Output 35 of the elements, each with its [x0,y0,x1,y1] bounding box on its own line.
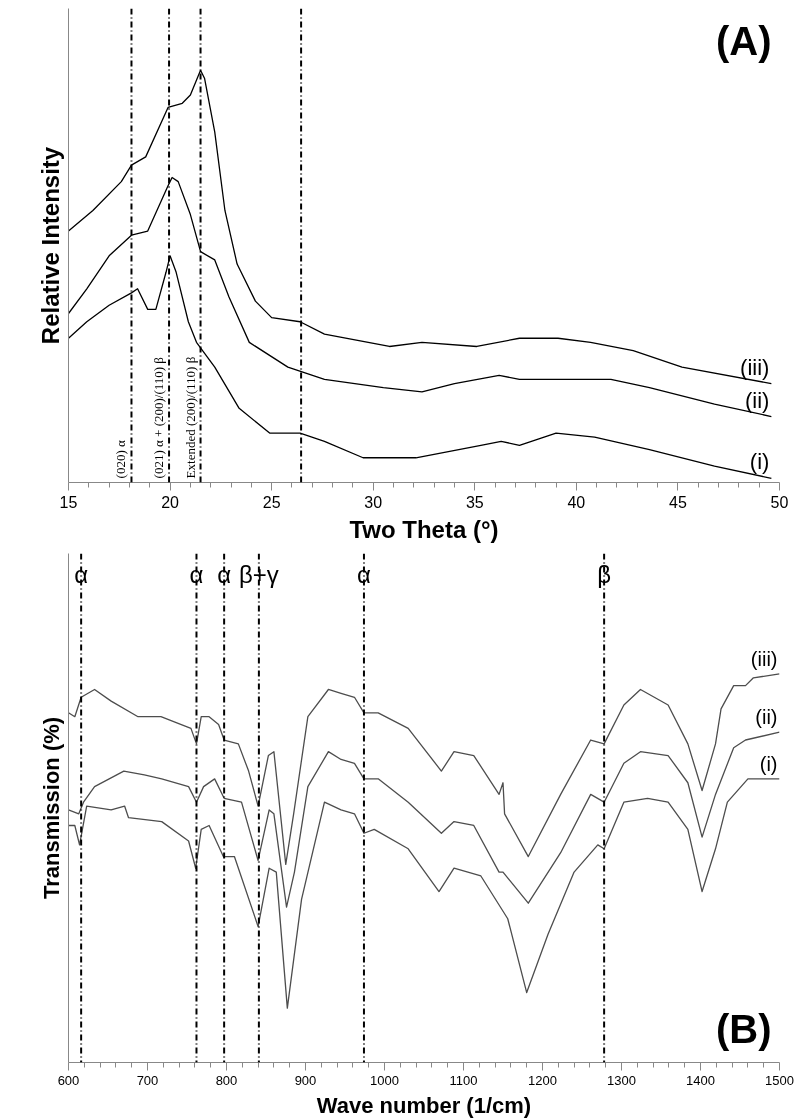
x-tick-label: 700 [136,1072,159,1088]
x-tick-label: 1400 [686,1072,715,1088]
x-axis-title: Wave number (1/cm) [316,1092,532,1118]
x-tick-label: 25 [262,493,281,511]
x-tick-label: 40 [567,493,586,511]
text: (A) [715,18,772,63]
annotation: (B) [715,1006,772,1051]
x-tick-label: 50 [770,493,789,511]
x-tick-label: 1200 [528,1072,557,1088]
x-tick-label: 800 [215,1072,238,1088]
ref-line-label: β+γ [238,561,279,589]
y-axis-title: Relative Intensity [36,146,64,345]
series-label: (i) [749,449,770,475]
x-tick-label: 1500 [765,1072,794,1088]
y-axis-title: Transmission (%) [38,716,64,900]
x-tick-label: 15 [59,493,78,511]
ref-line-label: (021) α + (200)/(110) β [151,356,167,479]
x-tick-label: 20 [161,493,180,511]
series-label: (iii) [740,354,770,380]
series-label: (ii) [755,706,778,729]
x-tick-label: 1100 [449,1072,478,1088]
x-tick-label: 30 [364,493,383,511]
x-tick-label: 35 [465,493,484,511]
series-label: (ii) [744,387,770,413]
x-tick-label: 900 [294,1072,317,1088]
ref-line-label: Extended (200)/(110) β [182,356,198,479]
series-label: (i) [759,752,778,775]
x-tick-label: 600 [57,1072,80,1088]
ref-line-label: (020) α [113,439,129,479]
ref-line-label: β [597,561,612,589]
x-axis-title: Two Theta (°) [349,515,499,543]
series-label: (iii) [750,647,778,670]
x-tick-label: 1000 [370,1072,399,1088]
x-tick-label: 45 [669,493,687,511]
x-tick-label: 1300 [607,1072,636,1088]
